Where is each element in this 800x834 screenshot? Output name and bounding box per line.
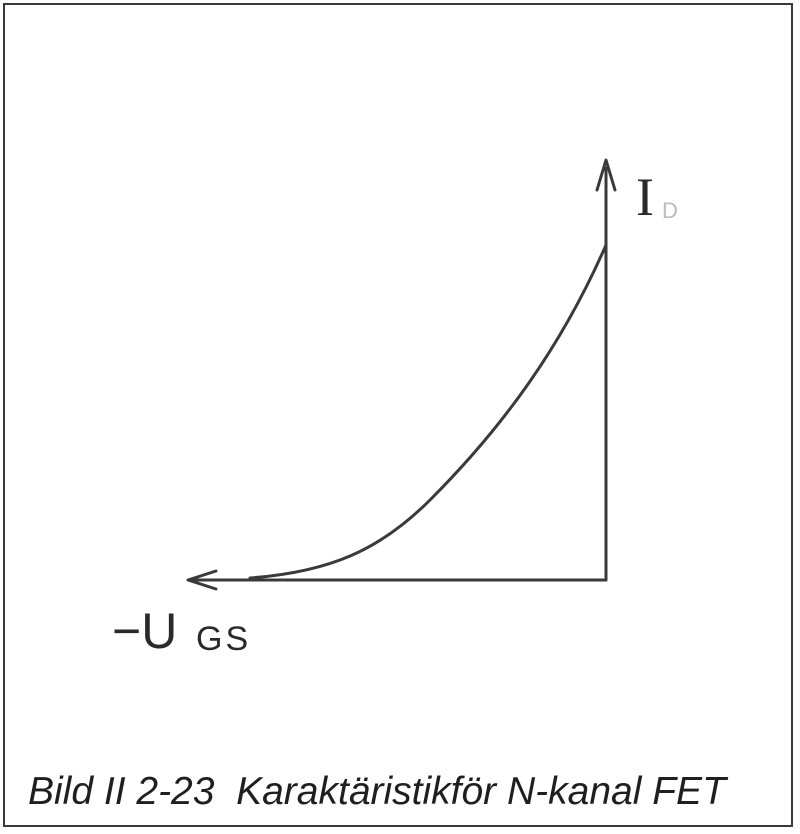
ugs-axis-arrowhead bbox=[186, 569, 218, 591]
transfer-curve bbox=[248, 243, 608, 580]
id-label: I bbox=[636, 167, 654, 227]
figure-frame bbox=[3, 3, 793, 827]
ugs-label-subscript: GS bbox=[196, 620, 251, 658]
ugs-label: −U bbox=[112, 603, 177, 659]
id-label-subscript: D bbox=[662, 198, 678, 223]
figure-caption: Bild II 2-23 Karaktäristikför N-kanal FE… bbox=[28, 770, 726, 813]
id-axis-arrowhead bbox=[595, 158, 617, 192]
